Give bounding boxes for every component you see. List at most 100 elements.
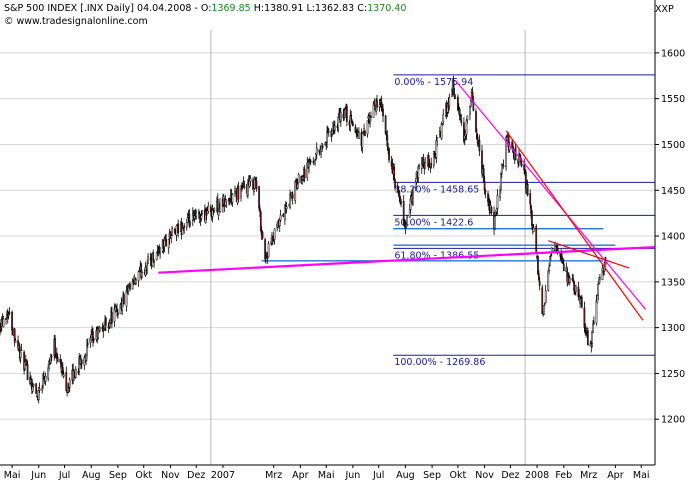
candle[interactable] <box>125 285 128 312</box>
candle[interactable] <box>32 383 35 388</box>
candle[interactable] <box>535 223 538 255</box>
candle[interactable] <box>541 284 544 314</box>
candle[interactable] <box>74 366 77 379</box>
candle[interactable] <box>441 122 444 126</box>
candle[interactable] <box>38 382 41 393</box>
candle[interactable] <box>406 214 408 227</box>
candle[interactable] <box>366 120 369 138</box>
candle[interactable] <box>339 107 342 128</box>
candle[interactable] <box>189 220 192 228</box>
candle[interactable] <box>548 263 550 275</box>
candle[interactable] <box>580 294 583 309</box>
candle[interactable] <box>578 289 581 298</box>
candle[interactable] <box>400 198 402 208</box>
candle[interactable] <box>50 354 53 362</box>
candle[interactable] <box>48 359 50 372</box>
candle[interactable] <box>409 194 412 214</box>
candle[interactable] <box>171 225 173 236</box>
candle[interactable] <box>147 253 149 265</box>
candle[interactable] <box>285 201 288 214</box>
candle[interactable] <box>228 198 231 205</box>
candle[interactable] <box>36 389 38 398</box>
candle[interactable] <box>213 207 216 213</box>
candle[interactable] <box>440 121 443 141</box>
candle[interactable] <box>308 158 310 174</box>
candle[interactable] <box>432 150 435 169</box>
candle[interactable] <box>376 94 378 112</box>
candle[interactable] <box>500 163 503 178</box>
candle[interactable] <box>86 338 89 348</box>
candle[interactable] <box>258 185 260 212</box>
candle[interactable] <box>469 98 472 108</box>
candle[interactable] <box>393 163 396 182</box>
candle[interactable] <box>165 233 167 247</box>
candle[interactable] <box>315 142 318 160</box>
candle[interactable] <box>465 119 468 141</box>
candle[interactable] <box>596 294 599 304</box>
candle[interactable] <box>68 377 71 392</box>
candle[interactable] <box>496 189 499 215</box>
candle[interactable] <box>155 251 158 261</box>
candle[interactable] <box>370 111 372 122</box>
candle[interactable] <box>543 304 545 315</box>
candle[interactable] <box>35 383 37 394</box>
candle[interactable] <box>537 255 539 276</box>
candle[interactable] <box>399 195 402 205</box>
candle[interactable] <box>152 249 155 263</box>
candle[interactable] <box>47 363 50 382</box>
candle[interactable] <box>146 259 149 275</box>
candle[interactable] <box>314 159 316 166</box>
candle[interactable] <box>475 108 477 133</box>
candle[interactable] <box>127 284 130 296</box>
candle[interactable] <box>573 280 575 295</box>
candle[interactable] <box>327 128 330 137</box>
candle[interactable] <box>20 343 23 352</box>
candle[interactable] <box>337 113 340 133</box>
candle[interactable] <box>8 307 11 315</box>
candle[interactable] <box>111 306 113 329</box>
candle[interactable] <box>49 353 52 365</box>
candle[interactable] <box>170 233 173 244</box>
candle[interactable] <box>185 218 188 231</box>
candle[interactable] <box>123 292 125 305</box>
candle[interactable] <box>584 323 587 336</box>
candle[interactable] <box>595 294 598 326</box>
candle[interactable] <box>544 284 547 304</box>
candle[interactable] <box>599 273 601 283</box>
candle[interactable] <box>153 258 155 268</box>
candle[interactable] <box>356 127 359 139</box>
candle[interactable] <box>412 187 414 206</box>
candle[interactable] <box>525 169 527 194</box>
candle[interactable] <box>502 159 505 169</box>
candle[interactable] <box>19 351 22 364</box>
candle[interactable] <box>144 261 147 277</box>
candle[interactable] <box>394 178 396 191</box>
candle[interactable] <box>384 114 387 135</box>
candle[interactable] <box>253 176 256 190</box>
candle[interactable] <box>364 129 366 137</box>
candle[interactable] <box>44 372 47 386</box>
candle[interactable] <box>259 210 262 233</box>
candle[interactable] <box>217 210 220 221</box>
candle[interactable] <box>430 157 433 169</box>
candle[interactable] <box>242 176 245 188</box>
candle[interactable] <box>476 133 479 147</box>
candle[interactable] <box>574 284 577 296</box>
candle[interactable] <box>454 94 457 100</box>
candle[interactable] <box>237 181 240 203</box>
candle[interactable] <box>173 227 176 234</box>
candle[interactable] <box>572 274 575 284</box>
candle[interactable] <box>501 164 504 166</box>
candle[interactable] <box>200 210 203 222</box>
candle[interactable] <box>191 207 194 226</box>
candle[interactable] <box>219 198 222 213</box>
candle[interactable] <box>597 280 600 301</box>
candle[interactable] <box>346 103 348 127</box>
candle[interactable] <box>279 209 282 222</box>
candle[interactable] <box>422 153 425 169</box>
candle[interactable] <box>361 132 364 154</box>
candle[interactable] <box>259 205 261 218</box>
candle[interactable] <box>309 159 312 166</box>
candle[interactable] <box>163 237 166 253</box>
candle[interactable] <box>386 130 389 151</box>
